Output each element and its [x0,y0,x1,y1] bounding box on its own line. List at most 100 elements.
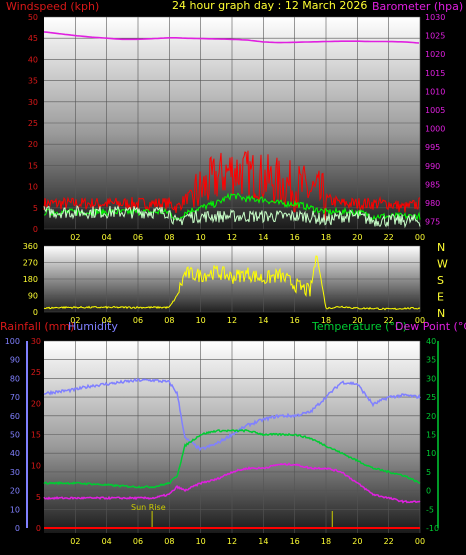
barometer-y-tick: 1005 [425,106,445,115]
temp-x-tick: 06 [133,537,143,546]
barometer-axis-label: Barometer (hpa) [372,0,463,13]
barometer-y-tick: 1015 [425,69,445,78]
wind-x-tick: 06 [133,233,143,242]
temp-x-tick: 14 [258,537,268,546]
temp-panel: 0102030405060708090100051015202530-10-50… [0,320,466,546]
temperature-y-tick: 25 [426,393,436,402]
humidity-y-tick: 100 [5,337,20,346]
compass-tick: N [437,241,445,254]
compass-tick: W [437,258,448,271]
series-temperature-c [43,428,421,489]
humidity-y-tick: 70 [10,393,20,402]
windspeed-y-tick: 40 [28,55,38,64]
windspeed-y-tick: 15 [28,161,38,170]
series-humidity [43,378,421,452]
series-wind-direction [43,255,421,311]
temp-x-tick: 12 [227,537,237,546]
humidity-y-tick: 50 [10,431,20,440]
temperature-y-tick: 0 [426,487,431,496]
barometer-y-tick: 980 [425,199,440,208]
direction-y-tick: 0 [33,308,38,317]
humidity-y-tick: 0 [15,524,20,533]
rainfall-axis-label: Rainfall (mm) [0,320,74,333]
humidity-y-tick: 40 [10,449,20,458]
direction-x-tick: 08 [164,316,174,325]
temp-x-tick: 02 [70,537,80,546]
temperature-y-tick: 10 [426,449,436,458]
wind-x-tick: 22 [384,233,394,242]
compass-tick: N [437,307,445,320]
direction-x-tick: 22 [384,316,394,325]
direction-y-tick: 90 [28,292,38,301]
windspeed-y-tick: 0 [33,225,38,234]
wind-x-tick: 18 [321,233,331,242]
humidity-y-tick: 20 [10,487,20,496]
barometer-y-tick: 975 [425,218,440,227]
direction-x-tick: 14 [258,316,268,325]
wind-x-tick: 02 [70,233,80,242]
temperature-y-tick: 35 [426,356,436,365]
wind-x-tick: 00 [415,233,425,242]
humidity-y-tick: 80 [10,374,20,383]
direction-y-tick: 360 [23,242,38,251]
temp-x-tick: 10 [196,537,206,546]
windspeed-y-tick: 45 [28,34,38,43]
temperature-y-tick: 30 [426,374,436,383]
wind-x-tick: 16 [290,233,300,242]
rainfall-y-tick: 10 [31,462,41,471]
windspeed-y-tick: 50 [28,13,38,22]
dewpoint-axis-label: Dew Point (°C) [395,320,466,333]
wind-x-tick: 04 [102,233,112,242]
humidity-y-tick: 30 [10,468,20,477]
wind-x-tick: 10 [196,233,206,242]
temperature-y-tick: 40 [426,337,436,346]
windspeed-y-tick: 10 [28,183,38,192]
barometer-y-tick: 1030 [425,13,445,22]
direction-x-tick: 16 [290,316,300,325]
direction-y-tick: 180 [23,275,38,284]
rainfall-y-tick: 5 [36,493,41,502]
series-speed [43,204,421,229]
compass-tick: S [437,274,444,287]
windspeed-y-tick: 20 [28,140,38,149]
direction-y-tick: 270 [23,259,38,268]
temp-x-tick: 04 [102,537,112,546]
barometer-y-tick: 995 [425,143,440,152]
sunrise-annotation: Sun Rise [131,503,166,512]
temp-x-tick: 16 [290,537,300,546]
wind-x-tick: 14 [258,233,268,242]
barometer-y-tick: 985 [425,180,440,189]
temp-x-tick: 20 [352,537,362,546]
direction-x-tick: 12 [227,316,237,325]
windspeed-y-tick: 25 [28,119,38,128]
windspeed-y-tick: 5 [33,204,38,213]
direction-x-tick: 06 [133,316,143,325]
humidity-y-tick: 90 [10,356,20,365]
rainfall-y-tick: 20 [31,399,41,408]
temp-x-tick: 00 [415,537,425,546]
barometer-y-tick: 1025 [425,32,445,41]
series-dew-point-c [43,462,421,504]
compass-tick: E [437,291,444,304]
wind-panel: 0510152025303540455097598098599099510001… [6,0,463,242]
humidity-axis-label: Humidity [68,320,118,333]
direction-x-tick: 00 [415,316,425,325]
temperature-y-tick: 5 [426,468,431,477]
series-barometer-hpa- [43,31,420,44]
temp-x-tick: 08 [164,537,174,546]
windspeed-axis-label: Windspeed (kph) [6,0,99,13]
temperature-axis-label: Temperature (°C) [311,320,407,333]
chart-title: 24 hour graph day : 12 March 2026 [172,0,367,12]
direction-x-tick: 20 [352,316,362,325]
direction-x-tick: 18 [321,316,331,325]
wind-x-tick: 08 [164,233,174,242]
rainfall-y-tick: 25 [31,368,41,377]
temperature-y-tick: -10 [426,524,439,533]
temperature-y-tick: -5 [426,505,434,514]
wind-x-tick: 12 [227,233,237,242]
barometer-y-tick: 1000 [425,125,445,134]
rainfall-y-tick: 0 [36,524,41,533]
